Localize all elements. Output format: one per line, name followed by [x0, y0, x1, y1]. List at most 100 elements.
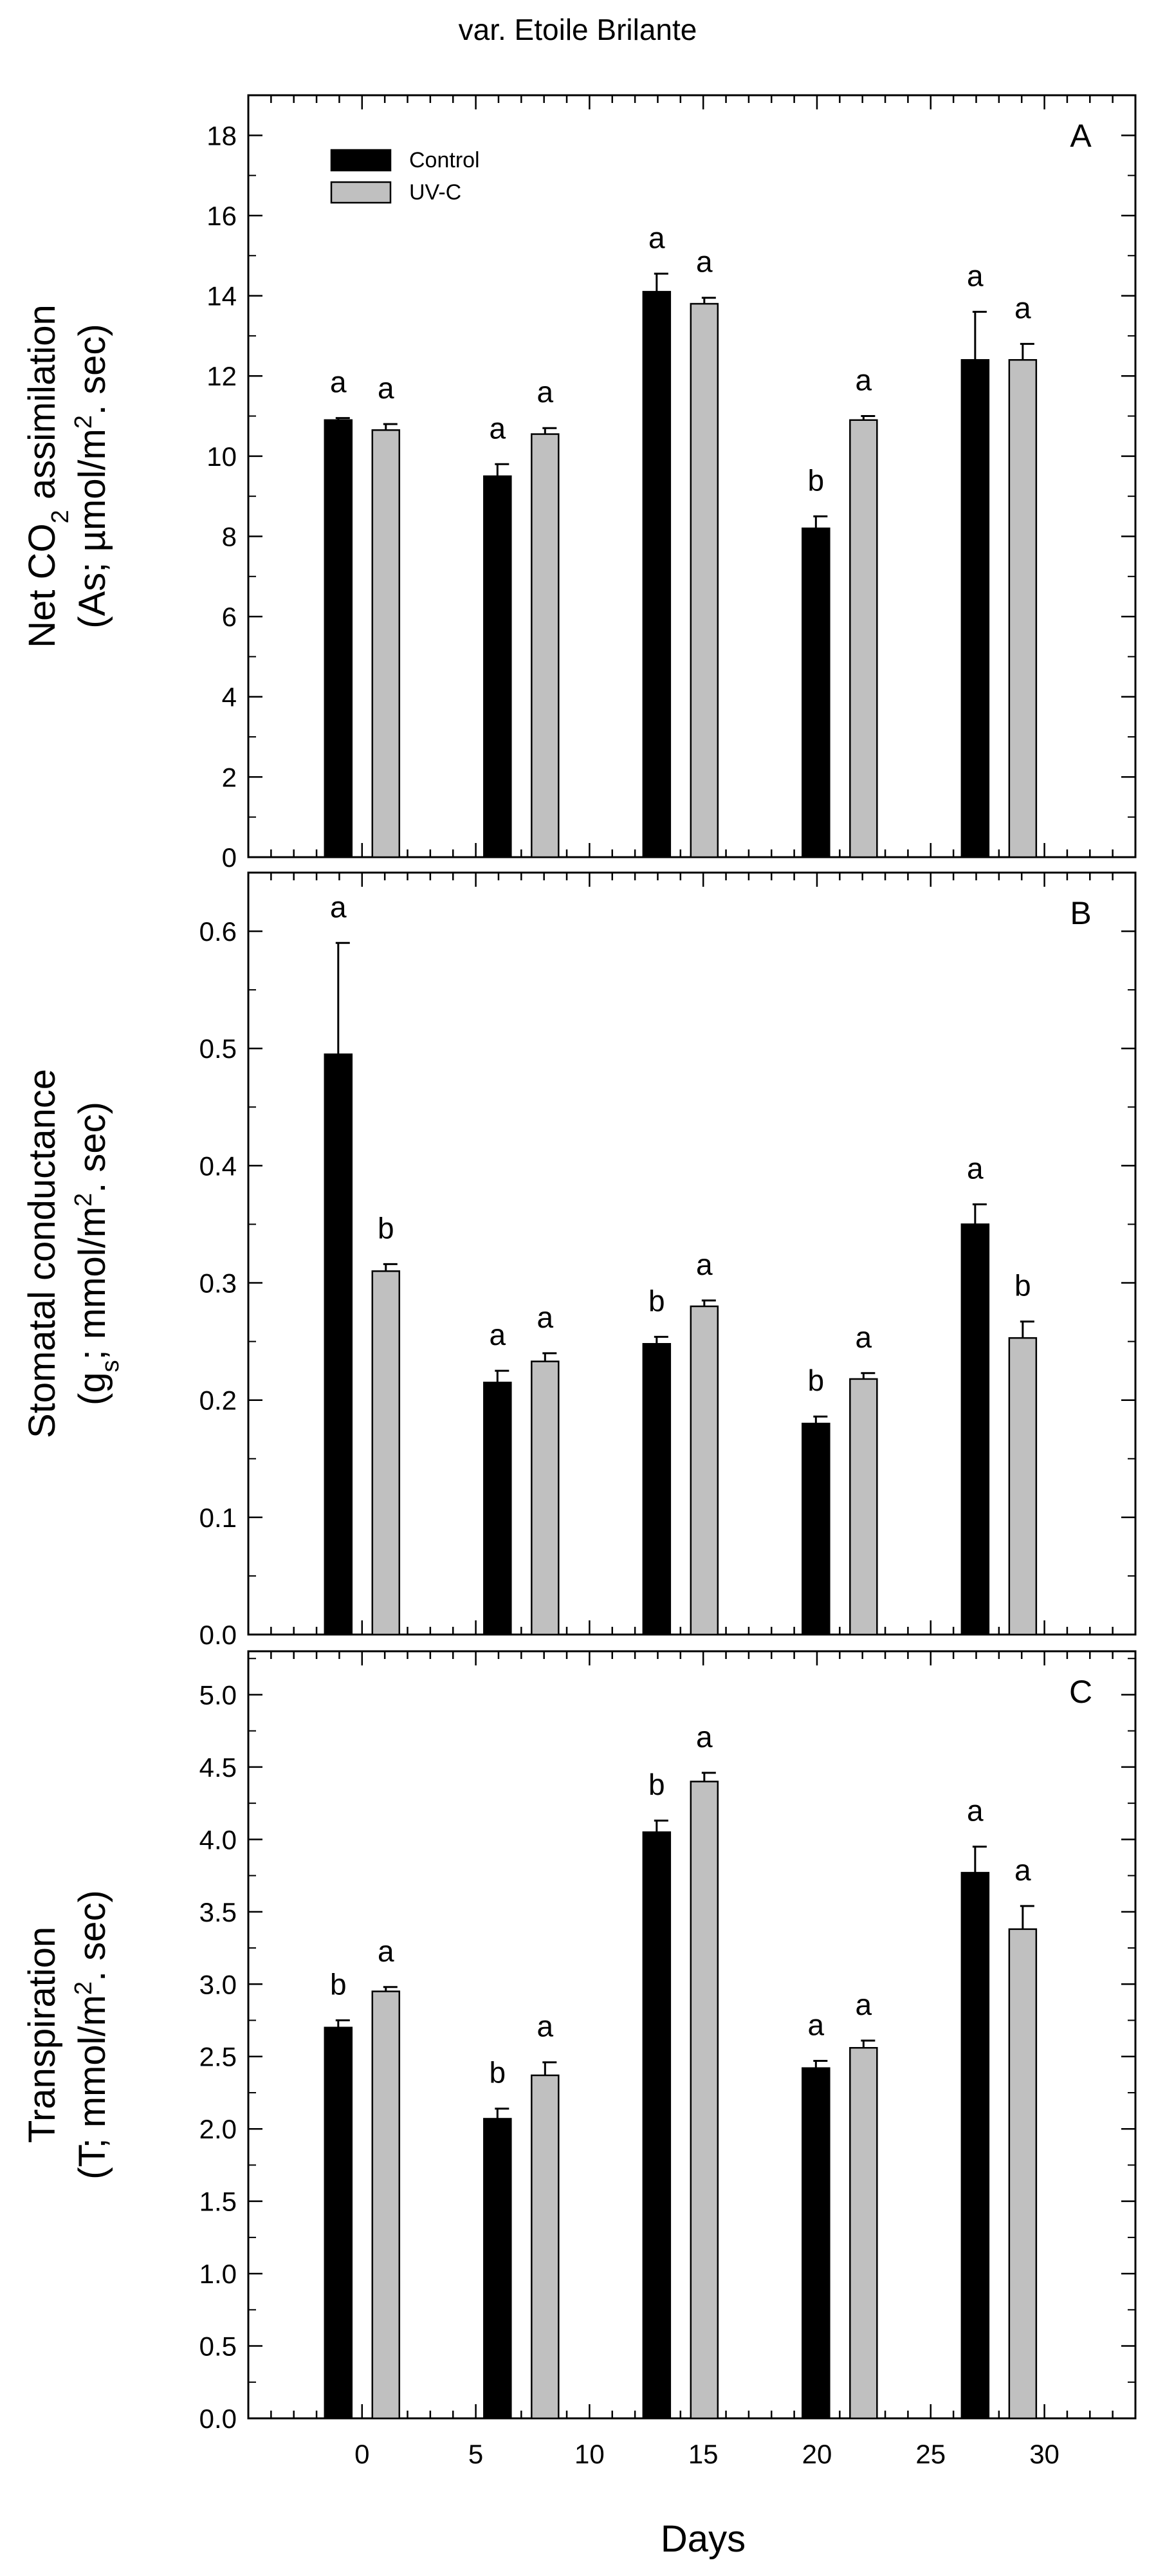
- bar-control: [324, 1053, 353, 1636]
- y-axis-title-line1: Stomatal conductance: [21, 1069, 63, 1438]
- y-tick-label: 5.0: [199, 1680, 237, 1710]
- significance-letter: a: [856, 364, 872, 397]
- y-tick-label: 12: [206, 361, 237, 391]
- significance-letter: a: [537, 2010, 554, 2043]
- bar-control: [802, 2067, 830, 2420]
- bar-control: [960, 1223, 990, 1636]
- y-axis-title-line1: Transpiration: [21, 1927, 63, 2143]
- legend-swatch: [330, 181, 392, 204]
- significance-letter: a: [967, 1151, 984, 1185]
- y-tick-label: 0.2: [199, 1385, 237, 1416]
- y-tick-label: 2: [222, 762, 237, 792]
- y-tick-label: 8: [222, 521, 237, 551]
- bar-uv-c: [1008, 1337, 1038, 1636]
- significance-letter: a: [330, 890, 347, 923]
- bar-control: [960, 359, 990, 858]
- y-axis-title-line2: (As; µmol/m2. sec): [70, 324, 113, 629]
- panel-letter: A: [1070, 118, 1092, 154]
- significance-letter: a: [1014, 1853, 1031, 1887]
- y-tick-label: 6: [222, 602, 237, 632]
- bar-control: [483, 2118, 512, 2420]
- significance-letter: a: [856, 1988, 872, 2021]
- significance-letter: a: [967, 259, 984, 293]
- significance-letter: a: [856, 1320, 872, 1354]
- significance-letter: b: [490, 2056, 506, 2090]
- y-tick-label: 0.4: [199, 1151, 237, 1181]
- bar-uv-c: [531, 2074, 560, 2420]
- y-tick-label: 0.5: [199, 1033, 237, 1064]
- y-tick-label: 1.0: [199, 2259, 237, 2289]
- y-tick-label: 10: [206, 441, 237, 472]
- y-tick-label: 4.0: [199, 1824, 237, 1855]
- y-axis-title-line2: (gs; mmol/m2. sec): [70, 1102, 124, 1405]
- figure-title: var. Etoile Brilante: [459, 13, 697, 46]
- y-tick-label: 4.5: [199, 1752, 237, 1783]
- significance-letter: b: [808, 463, 825, 497]
- y-tick-label: 0.0: [199, 1620, 237, 1650]
- significance-letter: a: [967, 1794, 984, 1828]
- significance-letter: a: [378, 1934, 394, 1968]
- bar-uv-c: [690, 1781, 719, 2420]
- significance-letter: a: [648, 221, 665, 254]
- y-tick-label: 18: [206, 120, 237, 151]
- bar-control: [483, 475, 512, 858]
- bar-control: [642, 1343, 672, 1636]
- x-axis-title: Days: [661, 2518, 746, 2560]
- y-axis-title-line1: Net CO2 assimilation: [21, 304, 74, 648]
- significance-letter: a: [490, 1318, 506, 1351]
- significance-letter: b: [330, 1968, 347, 2001]
- bar-uv-c: [371, 429, 401, 858]
- y-tick-label: 2.0: [199, 2114, 237, 2144]
- bar-uv-c: [690, 1305, 719, 1636]
- significance-letter: a: [696, 245, 713, 279]
- y-tick-label: 0.3: [199, 1268, 237, 1299]
- y-tick-label: 4: [222, 682, 237, 712]
- bar-uv-c: [1008, 1928, 1038, 2420]
- x-tick-label: 10: [574, 2439, 605, 2469]
- panel-letter: C: [1069, 1674, 1092, 1710]
- y-tick-label: 0.5: [199, 2331, 237, 2362]
- bar-uv-c: [531, 433, 560, 858]
- bar-uv-c: [1008, 359, 1038, 858]
- y-tick-label: 0.0: [199, 2404, 237, 2434]
- y-axis-title-line2: (T; mmol/m2. sec): [70, 1890, 113, 2180]
- bar-control: [324, 419, 353, 858]
- y-tick-label: 3.5: [199, 1897, 237, 1927]
- significance-letter: b: [378, 1211, 394, 1245]
- y-tick-label: 3.0: [199, 1969, 237, 1999]
- legend-label: UV-C: [409, 180, 461, 205]
- bar-uv-c: [849, 2046, 878, 2420]
- significance-letter: a: [490, 411, 506, 445]
- bar-uv-c: [371, 1270, 401, 1636]
- legend-label: Control: [409, 148, 480, 172]
- x-tick-label: 0: [354, 2439, 369, 2469]
- bar-control: [802, 527, 830, 858]
- y-tick-label: 0.1: [199, 1503, 237, 1533]
- significance-letter: b: [1014, 1269, 1031, 1302]
- significance-letter: a: [696, 1720, 713, 1754]
- significance-letter: b: [648, 1284, 665, 1317]
- bar-uv-c: [531, 1360, 560, 1636]
- legend-swatch: [330, 149, 392, 172]
- y-tick-label: 0.6: [199, 916, 237, 947]
- y-tick-label: 2.5: [199, 2042, 237, 2072]
- significance-letter: b: [648, 1768, 665, 1801]
- y-tick-label: 1.5: [199, 2187, 237, 2217]
- x-tick-label: 15: [688, 2439, 719, 2469]
- x-tick-label: 30: [1029, 2439, 1060, 2469]
- significance-letter: a: [696, 1248, 713, 1281]
- x-tick-label: 5: [468, 2439, 483, 2469]
- significance-letter: a: [537, 375, 554, 409]
- x-tick-label: 25: [915, 2439, 946, 2469]
- bar-control: [483, 1382, 512, 1636]
- panel-b: 0.00.10.20.30.40.50.6aabbabaaabBStomatal…: [21, 871, 1137, 1650]
- significance-letter: a: [537, 1301, 554, 1334]
- bar-uv-c: [371, 1990, 401, 2420]
- y-tick-label: 0: [222, 842, 237, 873]
- significance-letter: a: [808, 2008, 825, 2041]
- significance-letter: b: [808, 1364, 825, 1397]
- bar-control: [642, 291, 672, 858]
